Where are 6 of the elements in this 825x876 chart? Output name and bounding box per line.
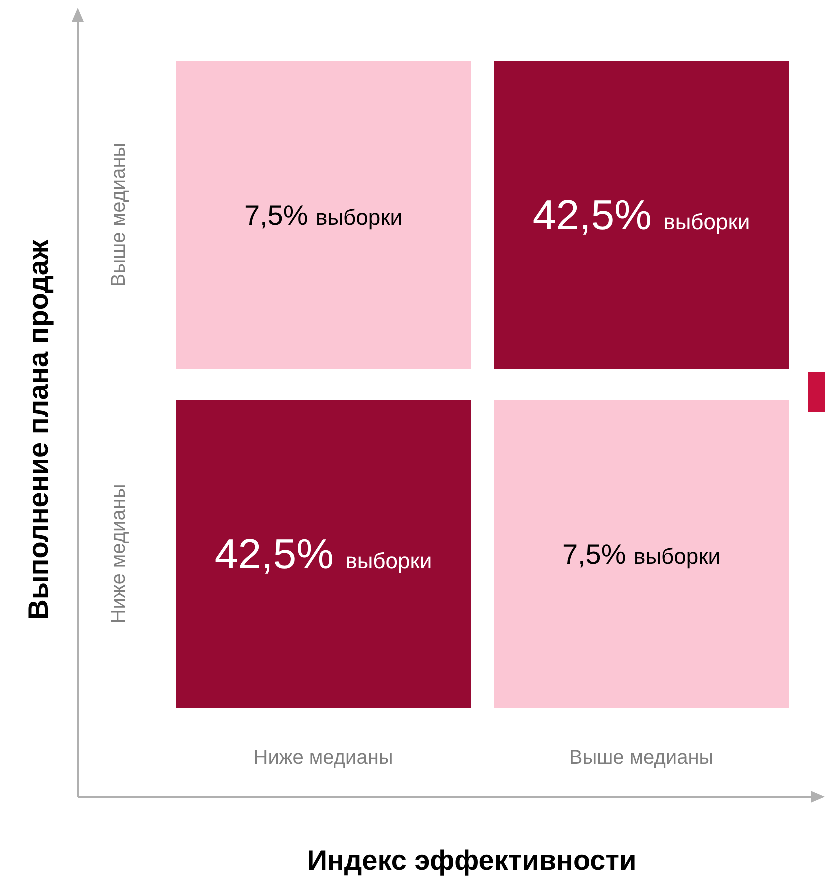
x-axis-title: Индекс эффективности xyxy=(307,845,637,876)
y-axis-title: Выполнение плана продаж xyxy=(23,239,54,620)
data-label: 42,5% выборки xyxy=(214,530,432,578)
data-label: 7,5% выборки xyxy=(562,538,721,570)
data-label: 42,5% выборки xyxy=(532,192,750,239)
data-label: 7,5% выборки xyxy=(244,200,403,231)
